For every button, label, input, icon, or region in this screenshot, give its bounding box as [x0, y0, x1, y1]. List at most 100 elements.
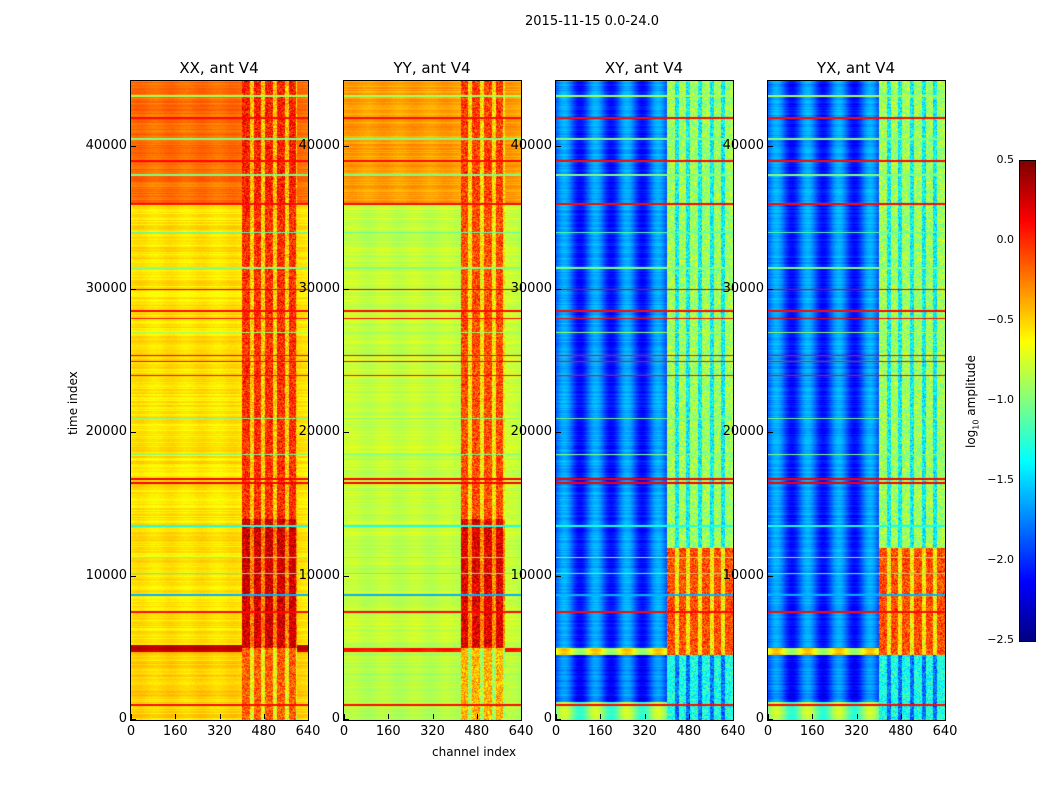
heatmap-image [131, 81, 308, 720]
x-tick-label: 480 [676, 724, 702, 739]
colorbar-tick-label: −0.5 [987, 313, 1014, 326]
colorbar-tick-label: −1.0 [987, 393, 1014, 406]
x-tick-mark [945, 714, 946, 719]
y-tick-label: 30000 [722, 281, 764, 297]
y-tick-mark [344, 575, 349, 577]
x-tick-label: 640 [508, 724, 534, 739]
y-tick-label: 30000 [298, 281, 340, 297]
y-tick-label: 40000 [298, 137, 340, 153]
x-tick-label: 0 [126, 724, 136, 739]
y-tick-label: 40000 [510, 137, 552, 153]
x-tick-label: 320 [420, 724, 445, 739]
x-tick-label: 480 [251, 724, 277, 739]
y-tick-label: 0 [755, 711, 764, 726]
y-tick-mark [131, 575, 136, 577]
y-tick-mark [556, 145, 561, 147]
x-tick-mark [812, 714, 814, 719]
x-tick-mark [556, 714, 557, 719]
x-tick-label: 480 [888, 724, 914, 739]
x-tick-mark [521, 714, 522, 719]
x-tick-label: 320 [207, 724, 232, 739]
x-tick-label: 0 [551, 724, 561, 739]
heatmap-image [556, 81, 733, 720]
y-tick-mark [344, 432, 349, 434]
y-tick-label: 30000 [510, 281, 552, 297]
y-tick-label: 40000 [722, 137, 764, 153]
heatmap-1 [343, 80, 522, 721]
x-tick-mark [733, 714, 734, 719]
x-tick-mark [900, 714, 902, 719]
y-tick-mark [344, 145, 349, 147]
x-tick-mark [856, 714, 858, 719]
x-tick-mark [388, 714, 390, 719]
y-tick-mark [131, 289, 136, 291]
x-tick-label: 640 [932, 724, 958, 739]
x-tick-label: 640 [295, 724, 321, 739]
suptitle: 2015-11-15 0.0-24.0 [525, 14, 659, 29]
y-tick-label: 20000 [298, 424, 340, 440]
x-tick-label: 640 [720, 724, 746, 739]
y-tick-mark [768, 145, 773, 147]
x-tick-mark [644, 714, 646, 719]
y-tick-mark [768, 432, 773, 434]
heatmap-image [344, 81, 521, 720]
colorbar [1019, 160, 1036, 642]
y-tick-label: 10000 [298, 567, 340, 583]
x-tick-label: 320 [632, 724, 657, 739]
y-tick-label: 0 [331, 711, 340, 726]
panel-title: XY, ant V4 [604, 59, 684, 77]
x-tick-label: 160 [799, 724, 825, 739]
y-tick-label: 10000 [722, 567, 764, 583]
heatmap-3 [767, 80, 946, 721]
y-tick-label: 20000 [510, 424, 552, 440]
y-tick-mark [131, 719, 136, 720]
colorbar-tick-label: −1.5 [987, 473, 1014, 486]
x-tick-label: 160 [162, 724, 188, 739]
x-tick-mark [263, 714, 265, 719]
panel-title: XX, ant V4 [179, 59, 259, 77]
x-tick-mark [768, 714, 769, 719]
colorbar-tick-label: −2.0 [987, 553, 1014, 566]
y-tick-label: 30000 [85, 281, 127, 297]
x-tick-label: 0 [339, 724, 349, 739]
panel-title: YY, ant V4 [393, 59, 471, 77]
x-tick-mark [344, 714, 345, 719]
y-tick-mark [768, 719, 773, 720]
y-tick-mark [344, 289, 349, 291]
x-tick-mark [219, 714, 221, 719]
x-tick-label: 320 [844, 724, 869, 739]
heatmap-0 [130, 80, 309, 721]
x-tick-mark [476, 714, 478, 719]
colorbar-tick-label: 0.5 [996, 153, 1015, 166]
y-tick-mark [344, 719, 349, 720]
x-tick-label: 160 [587, 724, 613, 739]
y-tick-label: 0 [118, 711, 127, 726]
colorbar-gradient [1020, 161, 1035, 641]
y-tick-label: 10000 [85, 567, 127, 583]
y-tick-label: 40000 [85, 137, 127, 153]
y-tick-mark [768, 575, 773, 577]
colorbar-tick-label: 0.0 [996, 233, 1015, 246]
x-tick-label: 0 [763, 724, 773, 739]
y-tick-label: 0 [543, 711, 552, 726]
x-tick-mark [175, 714, 177, 719]
y-tick-mark [556, 719, 561, 720]
x-axis-label: channel index [432, 745, 517, 759]
x-tick-mark [600, 714, 602, 719]
x-tick-mark [432, 714, 434, 719]
x-tick-label: 160 [375, 724, 401, 739]
x-tick-label: 480 [464, 724, 490, 739]
x-tick-mark [308, 714, 309, 719]
panel-title: YX, ant V4 [816, 59, 896, 77]
heatmap-image [768, 81, 945, 720]
y-tick-mark [131, 432, 136, 434]
y-tick-mark [556, 575, 561, 577]
y-axis-label: time index [66, 371, 80, 435]
x-tick-mark [688, 714, 690, 719]
y-tick-mark [556, 289, 561, 291]
y-tick-mark [131, 145, 136, 147]
y-tick-mark [556, 432, 561, 434]
x-tick-mark [131, 714, 132, 719]
colorbar-tick-label: −2.5 [987, 633, 1014, 646]
